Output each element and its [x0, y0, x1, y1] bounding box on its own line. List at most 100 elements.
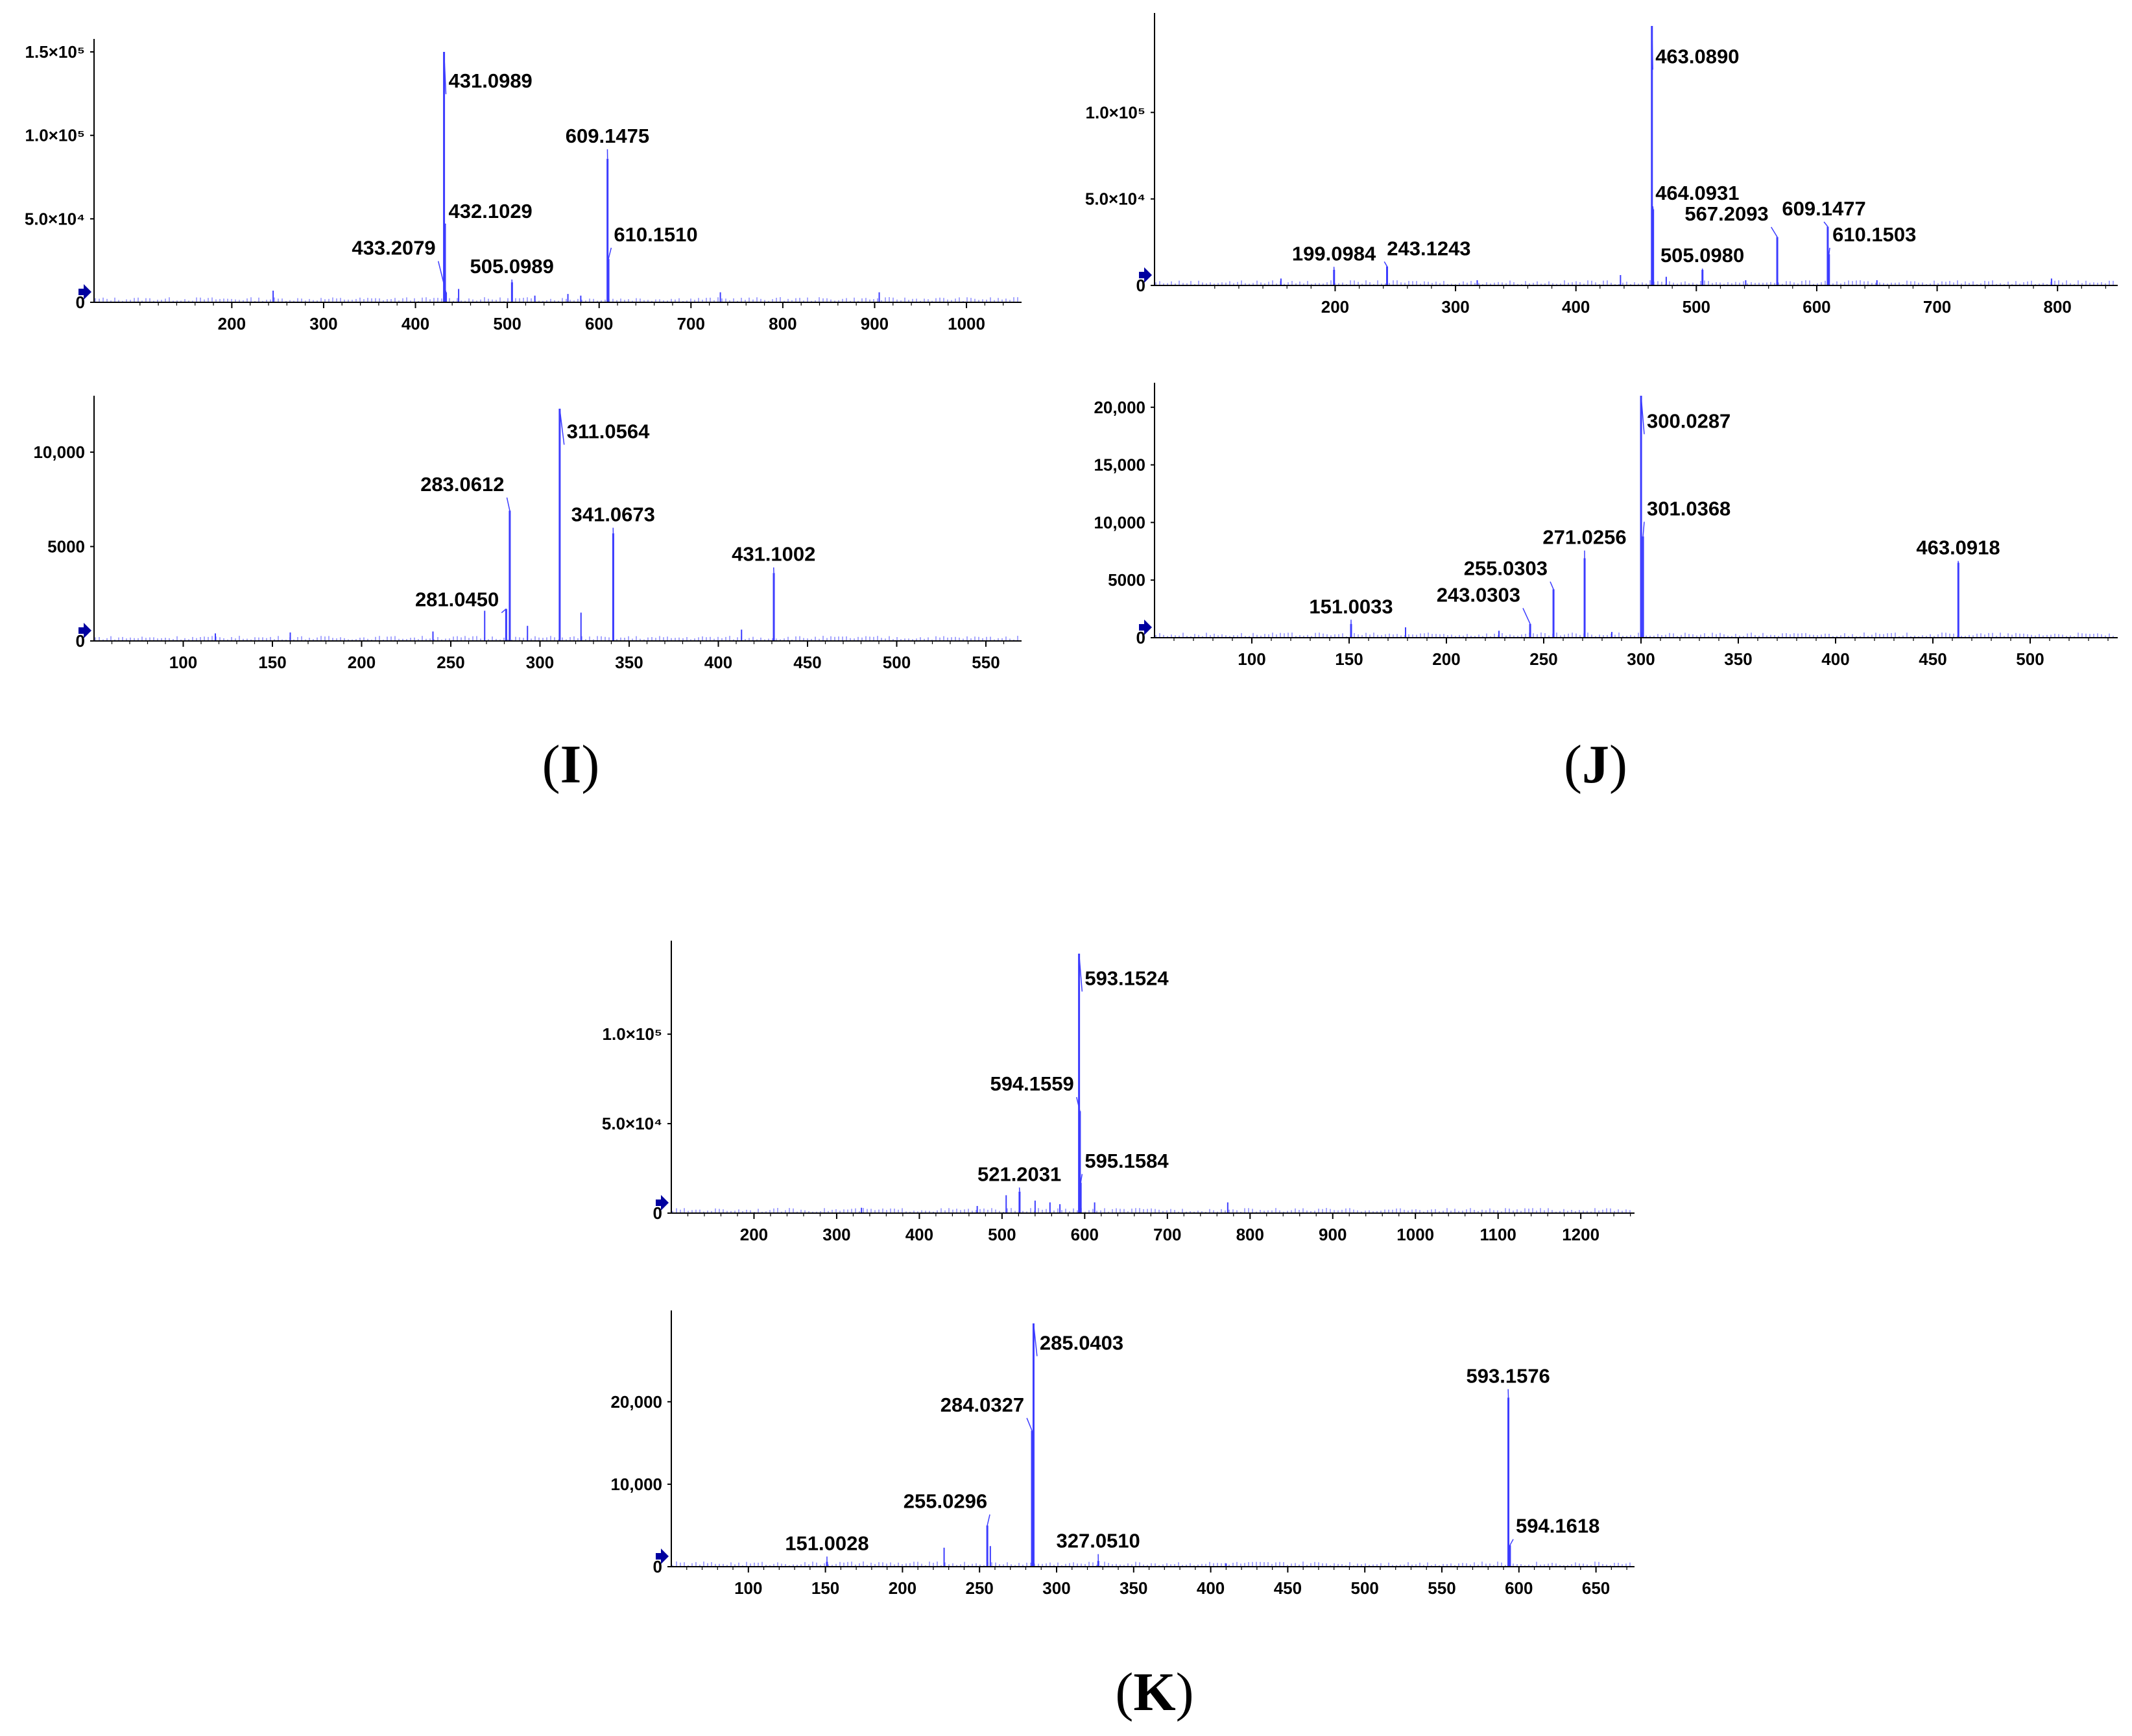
x-tick-label: 350 — [615, 653, 643, 672]
x-tick-label: 300 — [526, 653, 554, 672]
baseline-noise — [95, 636, 1018, 641]
x-tick-label: 300 — [1441, 297, 1469, 317]
peak-label: 255.0296 — [904, 1490, 987, 1513]
peak-leader-line — [1828, 247, 1830, 255]
x-tick-label: 650 — [1582, 1578, 1610, 1598]
x-tick-label: 450 — [1919, 649, 1946, 669]
peak-leader-line — [987, 1514, 990, 1526]
x-tick-label: 250 — [966, 1578, 994, 1598]
peak-label: 301.0368 — [1647, 497, 1731, 520]
x-tick-label: 150 — [258, 653, 286, 672]
x-tick-label: 300 — [822, 1225, 850, 1244]
x-tick-label: 350 — [1120, 1578, 1147, 1598]
y-tick-label: 20,000 — [1094, 398, 1145, 417]
peak-label: 594.1559 — [990, 1072, 1073, 1095]
x-tick-label: 400 — [905, 1225, 933, 1244]
peak-label: 594.1618 — [1516, 1515, 1599, 1537]
peak-label: 464.0931 — [1655, 182, 1739, 204]
x-tick-label: 150 — [1335, 649, 1363, 669]
baseline-noise — [672, 1561, 1631, 1567]
x-tick-label: 800 — [2043, 297, 2071, 317]
x-tick-label: 500 — [988, 1225, 1016, 1244]
peak-leader-line — [1651, 25, 1653, 70]
peak-leader-line — [1771, 226, 1778, 237]
peak-leader-line — [559, 408, 565, 445]
x-tick-label: 550 — [972, 653, 1000, 672]
spectrum-k-ms1: 593.1524 594.1559 595.1584 521.2031 200 300 40… — [602, 941, 1635, 1244]
peak-label: 610.1503 — [1832, 223, 1916, 246]
x-tick-label: 100 — [1238, 649, 1265, 669]
y-tick-label: 1.0×10⁵ — [603, 1024, 662, 1044]
peak-leader-line — [1550, 581, 1554, 590]
peak-label: 431.1002 — [732, 543, 815, 566]
x-tick-label: 550 — [1428, 1578, 1455, 1598]
peak-leader-line — [1078, 953, 1083, 992]
x-tick-label: 500 — [883, 653, 911, 672]
x-tick-label: 350 — [1724, 649, 1752, 669]
y-tick-label: 10,000 — [610, 1475, 662, 1494]
peak-label: 327.0510 — [1056, 1530, 1140, 1552]
precursor-marker-icon — [1139, 267, 1152, 283]
y-tick-label: 1.0×10⁵ — [25, 126, 85, 145]
peak-label: 311.0564 — [567, 420, 650, 442]
peak-label: 199.0984 — [1292, 242, 1376, 265]
peak-leader-line — [1522, 608, 1531, 624]
x-tick-label: 500 — [1683, 297, 1710, 317]
peak-label: 610.1510 — [614, 223, 697, 246]
x-tick-label: 200 — [348, 653, 376, 672]
x-tick-label: 300 — [1042, 1578, 1070, 1598]
baseline-noise — [672, 1208, 1631, 1213]
peak-label: 243.1243 — [1387, 237, 1470, 259]
x-tick-label: 450 — [1274, 1578, 1302, 1598]
peak-leader-line — [1026, 1417, 1033, 1431]
y-tick-label: 15,000 — [1094, 455, 1145, 475]
peak-label: 521.2031 — [977, 1163, 1061, 1185]
y-tick-label: 0 — [1136, 276, 1145, 295]
peak-label: 431.0989 — [449, 69, 533, 92]
peak-label: 281.0450 — [415, 588, 499, 611]
x-tick-label: 200 — [740, 1225, 768, 1244]
peak-label: 593.1576 — [1467, 1364, 1550, 1387]
x-tick-label: 200 — [1321, 297, 1349, 317]
x-tick-label: 1000 — [948, 314, 985, 333]
x-tick-label: 200 — [889, 1578, 916, 1598]
panel-label-i: (I) — [542, 734, 600, 795]
x-tick-label: 400 — [1562, 297, 1590, 317]
y-tick-label: 10,000 — [1094, 512, 1145, 532]
x-tick-label: 600 — [1803, 297, 1830, 317]
y-tick-label: 20,000 — [610, 1392, 662, 1412]
peak-leader-line — [506, 497, 510, 511]
peak-leader-line — [608, 247, 612, 259]
panel-label-j: (J) — [1564, 734, 1627, 795]
precursor-marker-icon — [78, 623, 91, 638]
peak-label: 284.0327 — [940, 1393, 1024, 1416]
peak-label: 285.0403 — [1040, 1331, 1123, 1354]
x-tick-label: 300 — [1627, 649, 1655, 669]
x-tick-label: 400 — [401, 314, 429, 333]
peak-label: 609.1475 — [566, 125, 649, 147]
x-tick-label: 800 — [1236, 1225, 1264, 1244]
spectrum-j-ms1: 463.0890 464.0931 505.0980 567.2093 609.1477… — [1085, 13, 2118, 317]
y-tick-label: 5.0×10⁴ — [1085, 189, 1145, 209]
spectrum-i-ms2: 311.0564 283.0612 341.0673 431.1002 281.0450… — [33, 396, 1022, 672]
x-tick-label: 250 — [437, 653, 464, 672]
x-tick-label: 200 — [1432, 649, 1460, 669]
peak-leader-line — [1080, 1174, 1083, 1183]
peak-label: 595.1584 — [1084, 1150, 1169, 1172]
y-tick-label: 0 — [76, 631, 85, 651]
x-tick-label: 700 — [1153, 1225, 1181, 1244]
peak-label: 283.0612 — [420, 473, 504, 496]
x-tick-label: 500 — [1351, 1578, 1379, 1598]
x-tick-label: 1100 — [1479, 1225, 1516, 1244]
peak-label: 300.0287 — [1647, 409, 1731, 432]
x-tick-label: 600 — [1071, 1225, 1099, 1244]
spectrum-k-ms2: 285.0403 284.0327 255.0296 327.0510 151.0028… — [610, 1310, 1635, 1598]
precursor-marker-icon — [656, 1549, 669, 1564]
precursor-marker-icon — [78, 284, 91, 300]
peak-leader-line — [1640, 395, 1645, 435]
x-tick-label: 600 — [1505, 1578, 1533, 1598]
x-tick-label: 600 — [585, 314, 613, 333]
peak-leader-line — [1033, 1323, 1038, 1356]
charts: 431.0989 432.1029 433.2079 505.0989 609.1475… — [25, 13, 2118, 1598]
